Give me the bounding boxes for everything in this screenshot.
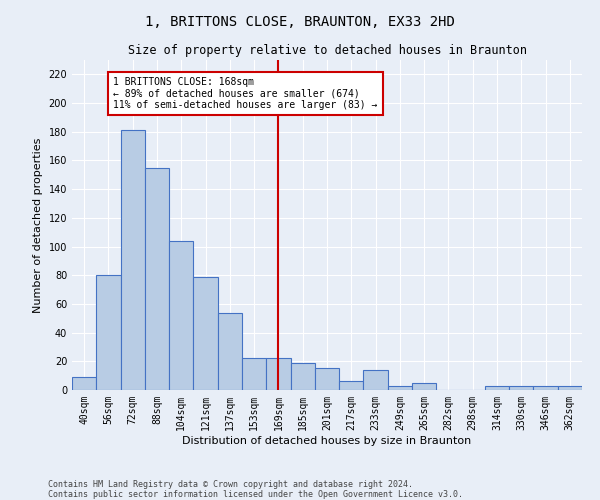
Bar [290,362,315,390]
Bar [96,275,121,390]
Title: Size of property relative to detached houses in Braunton: Size of property relative to detached ho… [128,44,527,58]
Bar [145,168,169,390]
Bar [218,312,242,390]
Y-axis label: Number of detached properties: Number of detached properties [33,138,43,312]
Text: 1 BRITTONS CLOSE: 168sqm
← 89% of detached houses are smaller (674)
11% of semi-: 1 BRITTONS CLOSE: 168sqm ← 89% of detach… [113,77,377,110]
Bar [315,368,339,390]
Bar [533,386,558,390]
Bar [485,386,509,390]
Bar [121,130,145,390]
Bar [364,370,388,390]
Bar [242,358,266,390]
Bar [412,383,436,390]
Bar [193,276,218,390]
Text: Contains HM Land Registry data © Crown copyright and database right 2024.
Contai: Contains HM Land Registry data © Crown c… [48,480,463,499]
Bar [72,377,96,390]
Bar [339,382,364,390]
Text: 1, BRITTONS CLOSE, BRAUNTON, EX33 2HD: 1, BRITTONS CLOSE, BRAUNTON, EX33 2HD [145,15,455,29]
Bar [558,386,582,390]
Bar [388,386,412,390]
Bar [266,358,290,390]
Bar [169,241,193,390]
X-axis label: Distribution of detached houses by size in Braunton: Distribution of detached houses by size … [182,436,472,446]
Bar [509,386,533,390]
